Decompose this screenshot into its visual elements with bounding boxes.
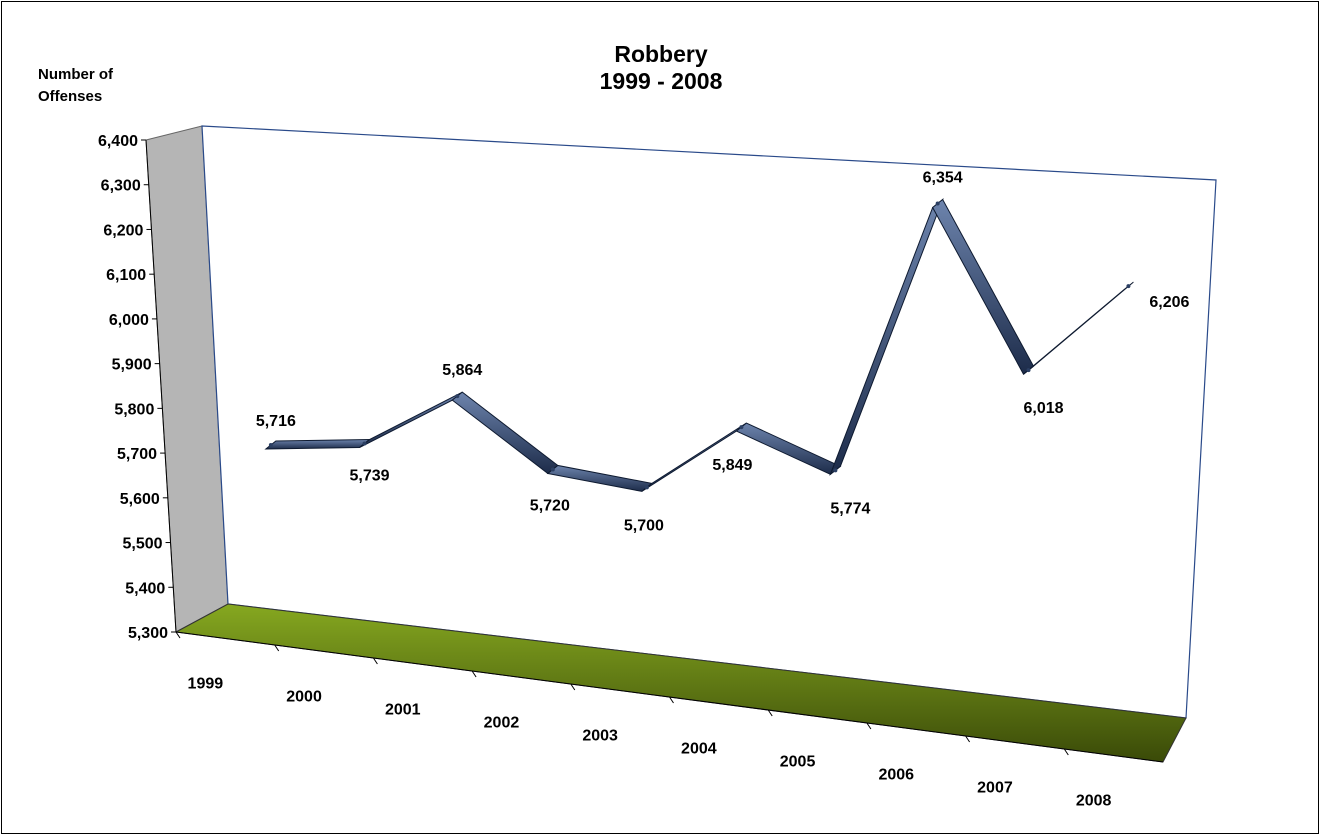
data-label: 5,700 bbox=[624, 517, 664, 534]
y-axis-label: Number of Offenses bbox=[38, 66, 113, 105]
data-point bbox=[455, 394, 460, 399]
y-axis-line bbox=[145, 139, 177, 633]
x-tick-mark bbox=[274, 644, 280, 652]
chart-subtitle: 1999 - 2008 bbox=[599, 68, 723, 94]
data-point bbox=[268, 442, 273, 447]
x-tick-label: 1999 bbox=[188, 676, 224, 693]
x-tick-mark bbox=[866, 722, 872, 730]
data-label: 5,849 bbox=[712, 457, 752, 474]
x-tick-mark bbox=[570, 683, 576, 691]
x-tick-mark bbox=[1063, 748, 1069, 756]
line-segment bbox=[1023, 281, 1134, 375]
data-point bbox=[833, 468, 838, 473]
data-label: 5,864 bbox=[442, 362, 482, 379]
x-tick-label: 2001 bbox=[385, 702, 421, 719]
y-tick-label: 5,800 bbox=[114, 401, 154, 418]
line-segment bbox=[264, 439, 371, 450]
y-tick-label: 5,600 bbox=[120, 491, 160, 508]
data-point bbox=[644, 485, 649, 490]
data-point bbox=[550, 467, 555, 472]
x-tick-label: 2004 bbox=[681, 741, 717, 758]
y-tick-label: 6,200 bbox=[103, 222, 143, 239]
y-tick-label: 6,100 bbox=[106, 267, 146, 284]
y-tick-label: 5,900 bbox=[112, 357, 152, 374]
data-point bbox=[1026, 368, 1031, 373]
x-tick-label: 2005 bbox=[780, 754, 816, 771]
x-tick-mark bbox=[372, 657, 378, 665]
data-label: 5,739 bbox=[349, 468, 389, 485]
x-tick-label: 2008 bbox=[1076, 793, 1112, 810]
y-tick-label: 5,400 bbox=[125, 580, 165, 597]
x-tick-mark bbox=[175, 631, 181, 639]
y-tick-label: 5,500 bbox=[122, 536, 162, 553]
data-label: 5,774 bbox=[830, 500, 870, 517]
data-label: 6,018 bbox=[1023, 400, 1063, 417]
x-tick-label: 2000 bbox=[286, 689, 322, 706]
data-label: 5,716 bbox=[256, 413, 296, 430]
x-tick-label: 2007 bbox=[977, 780, 1013, 797]
x-tick-label: 2002 bbox=[484, 715, 520, 732]
x-tick-label: 2003 bbox=[582, 728, 618, 745]
x-tick-mark bbox=[965, 735, 971, 743]
x-tick-label: 2006 bbox=[878, 767, 914, 784]
y-tick-label: 6,300 bbox=[101, 178, 141, 195]
y-tick-label: 5,700 bbox=[117, 446, 157, 463]
x-tick-mark bbox=[767, 709, 773, 717]
x-tick-mark bbox=[669, 696, 674, 704]
chart-title: Robbery bbox=[614, 41, 708, 67]
data-point bbox=[1126, 284, 1131, 289]
data-point bbox=[935, 201, 940, 206]
data-point bbox=[362, 441, 367, 446]
x-tick-mark bbox=[471, 670, 477, 678]
data-label: 6,206 bbox=[1149, 294, 1189, 311]
data-point bbox=[739, 425, 744, 430]
data-label: 5,720 bbox=[530, 497, 570, 514]
data-label: 6,354 bbox=[923, 170, 963, 187]
y-tick-label: 6,400 bbox=[98, 133, 138, 150]
y-tick-label: 5,300 bbox=[128, 625, 168, 642]
y-tick-label: 6,000 bbox=[109, 312, 149, 329]
